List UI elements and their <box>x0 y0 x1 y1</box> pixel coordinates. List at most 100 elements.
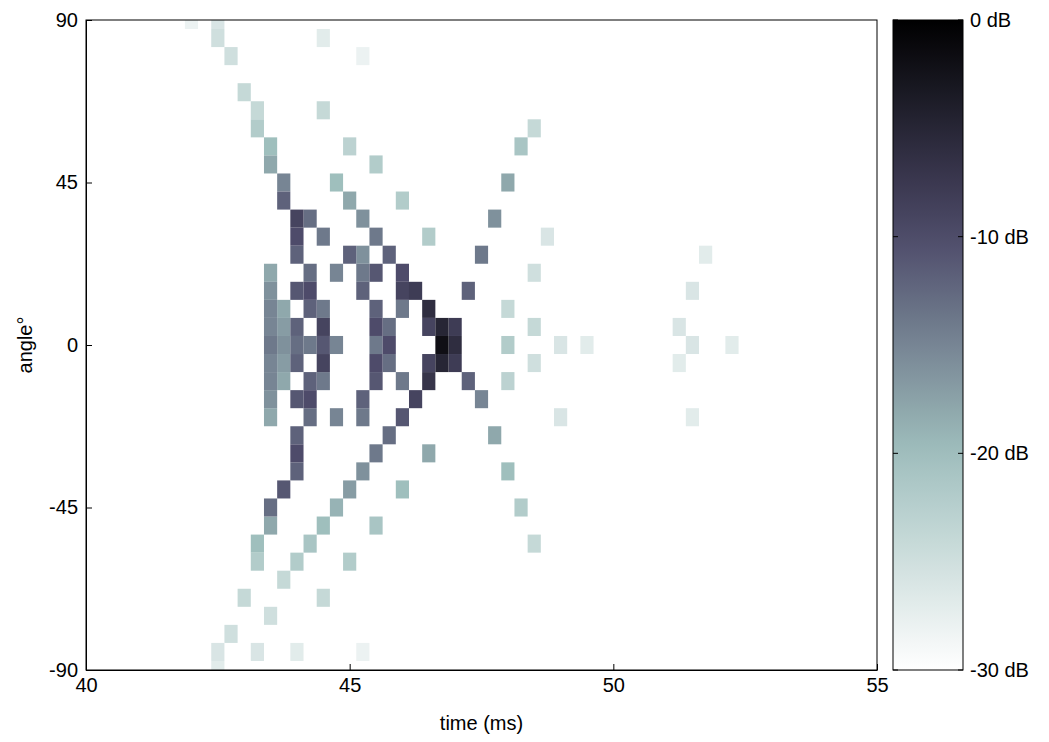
cells <box>185 20 739 670</box>
chart: 40455055-90-4504590time (ms)angle°0 dB-1… <box>0 0 1049 742</box>
cell <box>528 354 541 372</box>
tick-mark <box>86 508 92 509</box>
cell <box>238 589 251 607</box>
cell <box>409 390 422 408</box>
cell <box>304 390 317 408</box>
cell <box>211 643 224 661</box>
cell <box>264 372 277 390</box>
cell <box>264 607 277 625</box>
tick: 55 <box>866 664 888 696</box>
cell <box>383 246 396 264</box>
cell <box>317 228 330 246</box>
cell <box>317 336 330 354</box>
colorbar-label: -10 dB <box>970 226 1029 248</box>
cell <box>317 29 330 47</box>
cell <box>501 372 514 390</box>
axis-line <box>87 670 878 671</box>
cell <box>409 282 422 300</box>
tick-mark <box>86 183 92 184</box>
tick-label: 90 <box>56 9 78 31</box>
cell <box>211 20 224 29</box>
cell <box>396 480 409 498</box>
cell <box>304 535 317 553</box>
cell <box>422 228 435 246</box>
cell <box>488 426 501 444</box>
cell <box>264 155 277 173</box>
cell <box>264 282 277 300</box>
cell <box>501 336 514 354</box>
tick-label: -45 <box>49 496 78 518</box>
cell <box>290 643 303 661</box>
x-axis: 40455055 <box>75 664 888 696</box>
cell <box>396 372 409 390</box>
cell <box>277 318 290 336</box>
cell <box>501 300 514 318</box>
cell <box>264 336 277 354</box>
tick-label: 50 <box>603 674 625 696</box>
cell <box>304 210 317 228</box>
cell <box>356 408 369 426</box>
cell <box>343 137 356 155</box>
cell <box>290 553 303 571</box>
cell <box>488 210 501 228</box>
cell <box>514 498 527 516</box>
cell <box>317 589 330 607</box>
cell <box>356 390 369 408</box>
tick-label: 0 <box>67 334 78 356</box>
cell <box>699 246 712 264</box>
cell <box>277 192 290 210</box>
cell <box>251 535 264 553</box>
cell <box>277 173 290 191</box>
tick-label: 45 <box>56 171 78 193</box>
cell <box>251 643 264 661</box>
colorbar-label: -30 dB <box>970 659 1029 681</box>
cell <box>686 408 699 426</box>
cell <box>264 354 277 372</box>
cell <box>330 264 343 282</box>
cell <box>304 408 317 426</box>
cell <box>369 444 382 462</box>
cell <box>317 517 330 535</box>
tick: -45 <box>49 496 92 518</box>
cell <box>396 282 409 300</box>
cell <box>673 354 686 372</box>
cell <box>449 336 462 354</box>
cell <box>435 318 448 336</box>
cell <box>277 571 290 589</box>
colorbar-tick <box>893 670 898 671</box>
cell <box>435 336 448 354</box>
tick-mark <box>613 664 614 670</box>
cell <box>475 246 488 264</box>
tick-label: 40 <box>75 674 97 696</box>
cell <box>422 300 435 318</box>
cell <box>383 354 396 372</box>
cell <box>317 354 330 372</box>
cell <box>264 137 277 155</box>
cell <box>343 192 356 210</box>
cell <box>330 173 343 191</box>
tick: -90 <box>49 659 92 681</box>
cell <box>501 462 514 480</box>
cell <box>317 300 330 318</box>
cell <box>541 228 554 246</box>
colorbar-tick <box>958 236 963 237</box>
colorbar-label: -20 dB <box>970 442 1029 464</box>
cell <box>264 264 277 282</box>
cell <box>369 354 382 372</box>
cell <box>264 408 277 426</box>
cell <box>383 426 396 444</box>
tick-mark <box>86 670 92 671</box>
cell <box>343 480 356 498</box>
cell <box>211 661 224 670</box>
cell <box>264 517 277 535</box>
cell <box>396 192 409 210</box>
cell <box>251 101 264 119</box>
x-axis-title: time (ms) <box>440 712 523 734</box>
cell <box>224 625 237 643</box>
cell <box>251 119 264 137</box>
cell <box>290 336 303 354</box>
cell <box>435 354 448 372</box>
cell <box>369 300 382 318</box>
cell <box>211 29 224 47</box>
cell <box>304 336 317 354</box>
